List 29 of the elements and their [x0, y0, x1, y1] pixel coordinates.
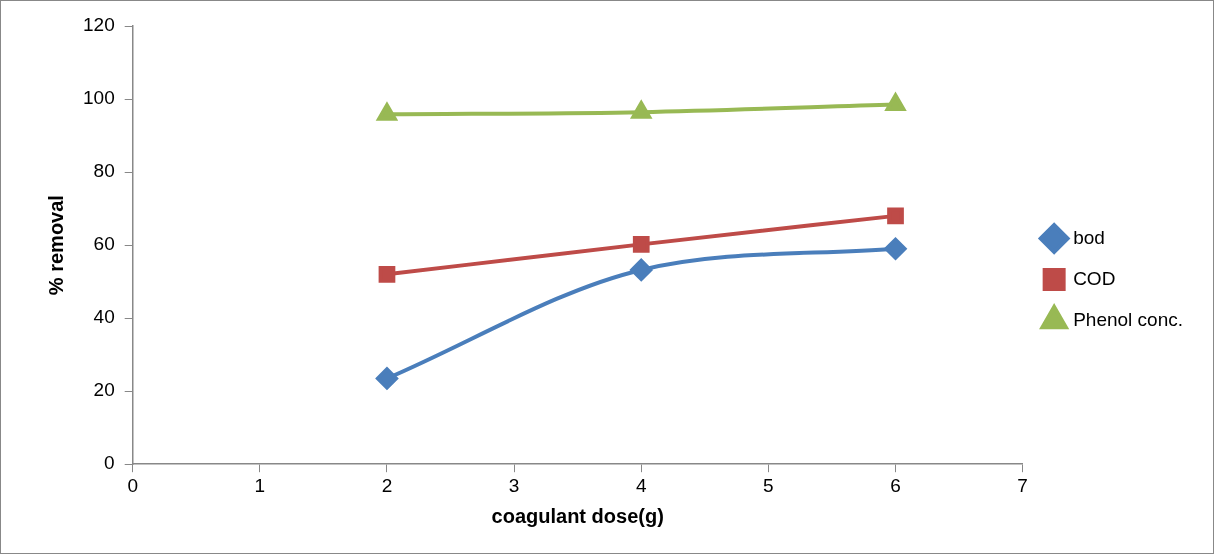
legend-label: Phenol conc. — [1073, 308, 1184, 330]
point — [377, 103, 397, 121]
x-axis-title: coagulant dose(g) — [491, 504, 664, 527]
y-tick-label: 40 — [93, 306, 115, 328]
point — [630, 258, 653, 281]
x-tick-label: 1 — [254, 474, 266, 496]
y-axis-title: % removal — [44, 195, 67, 296]
point — [884, 91, 907, 112]
y-tick-label: 120 — [83, 14, 115, 36]
point — [375, 367, 398, 390]
point — [887, 207, 904, 225]
x-tick-label: 4 — [635, 474, 647, 496]
y-tick-label: 0 — [104, 452, 115, 474]
y-tick-label: 60 — [93, 233, 115, 255]
x-tick-label: 3 — [508, 474, 520, 496]
y-tick-label: 80 — [93, 160, 115, 182]
legend-label: bod — [1073, 226, 1105, 248]
point — [378, 265, 396, 283]
x-tick-label: 7 — [1017, 474, 1028, 496]
x-tick-label: 6 — [890, 474, 901, 496]
y-tick-label: 20 — [93, 379, 115, 401]
legend-label: COD — [1073, 267, 1116, 289]
x-tick-label: 2 — [381, 474, 393, 496]
x-tick-label: 0 — [127, 474, 138, 496]
y-tick-label: 100 — [83, 87, 115, 109]
point — [884, 237, 907, 260]
point — [631, 101, 652, 119]
x-tick-label: 5 — [763, 474, 774, 496]
point — [632, 236, 650, 253]
